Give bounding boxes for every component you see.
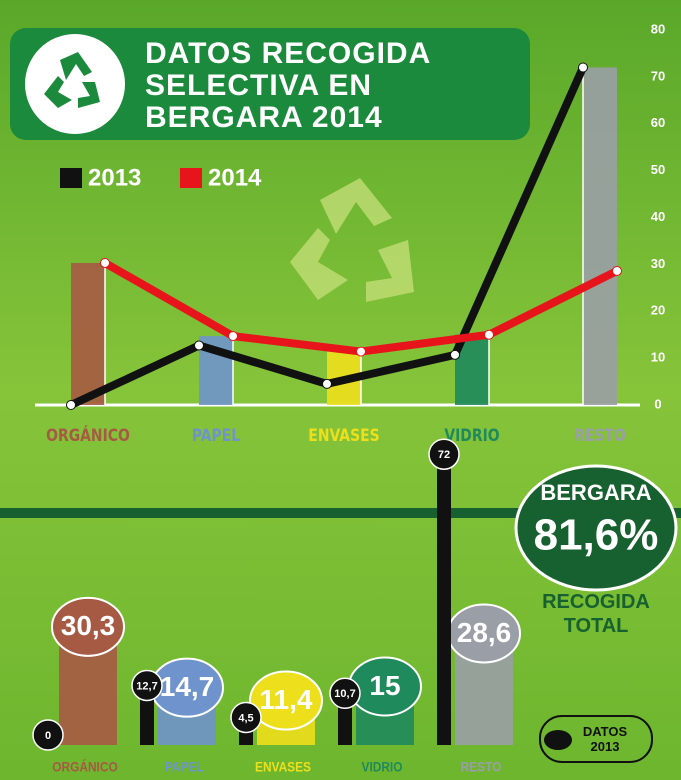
y-tick-label: 50 — [651, 162, 665, 177]
value-label: 12,7 — [136, 680, 157, 692]
value-label: 0 — [45, 730, 51, 742]
x-tick-label: VIDRIO — [362, 759, 403, 775]
bar — [437, 464, 451, 745]
value-badge — [230, 701, 262, 734]
x-tick-label: RESTO — [574, 426, 626, 446]
recycle-badge — [25, 34, 125, 134]
point — [578, 62, 588, 73]
point — [228, 331, 238, 342]
value-label: 30,3 — [61, 610, 116, 641]
recycle-watermark — [290, 178, 414, 302]
legend-label: 2013 — [88, 164, 141, 191]
header-box — [10, 28, 530, 140]
legend-swatch — [180, 168, 202, 188]
bar — [71, 262, 105, 405]
legend-swatch — [544, 730, 572, 750]
bar — [140, 695, 154, 745]
y-tick-label: 80 — [651, 21, 665, 36]
value-badge — [329, 677, 361, 710]
point — [484, 329, 494, 340]
x-tick-label: PAPEL — [192, 426, 240, 446]
y-tick-label: 70 — [651, 68, 665, 83]
chart-title: DATOS RECOGIDA SELECTIVA EN BERGARA 2014 — [145, 37, 431, 134]
point — [450, 349, 460, 360]
recycle-icon — [44, 52, 100, 108]
point — [194, 340, 204, 351]
point — [356, 346, 366, 357]
value-badge — [131, 669, 163, 702]
value-label: 11,4 — [260, 684, 313, 715]
value-label: 14,7 — [160, 671, 215, 702]
value-badge — [428, 438, 460, 470]
legend-box — [539, 715, 653, 763]
point — [100, 257, 110, 268]
x-tick-label: ENVASES — [308, 426, 379, 446]
total-value: 81,6% — [534, 511, 659, 560]
x-tick-label: ORGÁNICO — [52, 759, 117, 775]
x-tick-label: PAPEL — [165, 759, 204, 775]
x-tick-label: RESTO — [461, 759, 502, 775]
total-caption: RECOGIDA TOTAL — [542, 591, 650, 637]
legend-label: DATOS 2013 — [582, 724, 628, 754]
value-label: 4,5 — [238, 712, 253, 724]
total-name: BERGARA — [540, 480, 651, 505]
legend-label: 2014 — [208, 164, 262, 191]
point — [322, 378, 332, 389]
value-label: 28,6 — [457, 617, 512, 648]
value-badge — [249, 670, 323, 731]
y-tick-label: 10 — [651, 350, 665, 365]
x-tick-label: ENVASES — [255, 759, 311, 775]
value-badge — [51, 596, 125, 657]
value-label: 72 — [438, 449, 450, 461]
x-tick-label: ORGÁNICO — [46, 425, 130, 446]
x-tick-label: VIDRIO — [444, 426, 499, 446]
value-label: 10,7 — [334, 688, 355, 700]
bar — [338, 703, 352, 745]
legend-swatch — [60, 168, 82, 188]
total-badge — [514, 464, 678, 592]
y-tick-label: 0 — [654, 396, 661, 411]
y-tick-label: 60 — [651, 115, 665, 130]
y-tick-label: 40 — [651, 209, 665, 224]
value-badge — [32, 719, 64, 751]
value-label: 15 — [369, 670, 400, 701]
point — [66, 400, 76, 410]
divider — [0, 508, 681, 518]
y-tick-label: 30 — [651, 256, 665, 271]
bar — [583, 67, 617, 405]
point — [612, 265, 622, 276]
y-tick-label: 20 — [651, 303, 665, 318]
